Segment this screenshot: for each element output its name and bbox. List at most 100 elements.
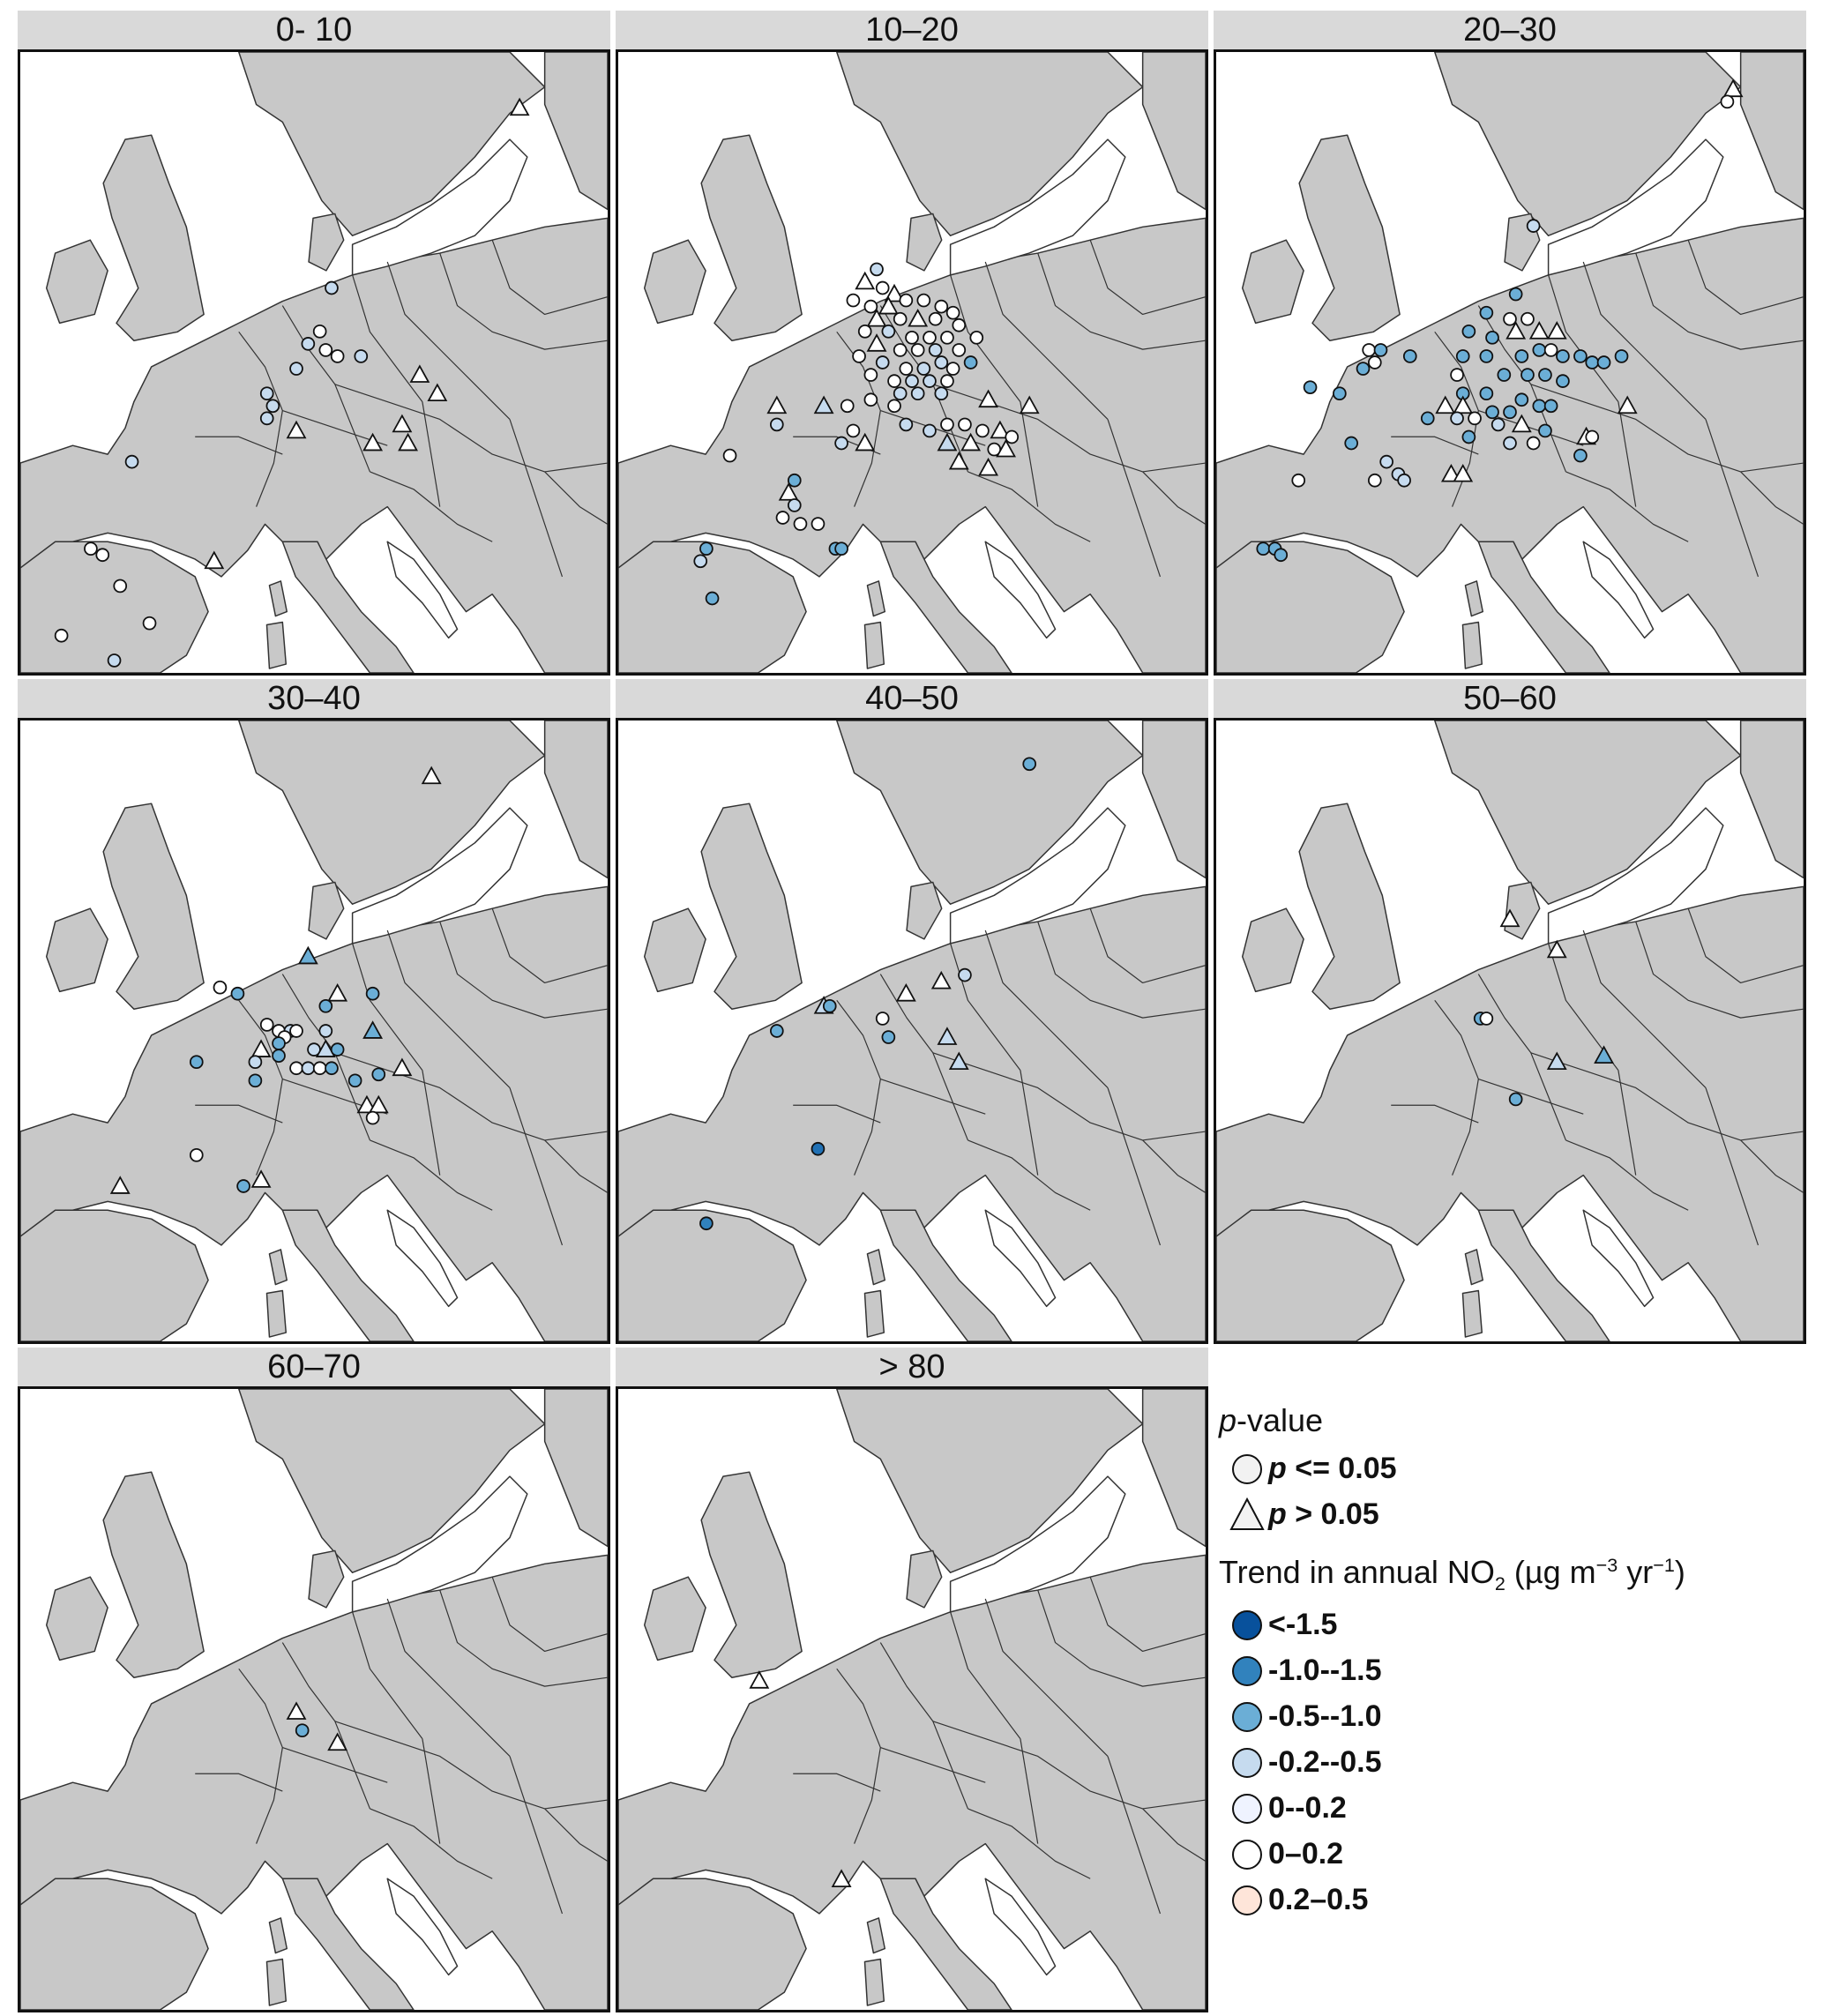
land-area: [1241, 239, 1304, 325]
station-marker-circle: [318, 1024, 333, 1038]
map-panel-6: 60–70: [18, 1348, 610, 2012]
legend-class-label: 0–0.2: [1268, 1837, 1344, 1871]
legend-row-class: 0--0.2: [1219, 1786, 1783, 1832]
country-border: [880, 1746, 986, 1783]
country-border: [491, 1576, 608, 1653]
land-area: [906, 881, 943, 940]
station-marker-triangle: [884, 283, 905, 302]
country-border: [195, 1773, 283, 1792]
station-marker-circle: [699, 1216, 714, 1231]
station-marker-circle: [1379, 454, 1393, 469]
land-area: [879, 1209, 1012, 1341]
country-border: [439, 921, 608, 1019]
country-border: [509, 1087, 564, 1246]
land-area: [618, 1209, 807, 1341]
station-marker-circle: [1720, 94, 1735, 109]
country-border: [195, 1104, 283, 1124]
map-panel-4: 40–50: [616, 679, 1208, 1344]
station-marker-triangle: [855, 271, 876, 290]
station-marker-circle: [952, 317, 967, 332]
country-border: [439, 1589, 608, 1687]
country-border: [238, 999, 283, 1176]
station-marker-triangle: [204, 550, 225, 570]
station-marker-circle: [236, 1179, 250, 1193]
station-marker-circle: [928, 311, 943, 326]
country-border: [1687, 239, 1804, 316]
country-border: [386, 261, 511, 420]
station-marker-circle: [963, 355, 978, 370]
country-border: [984, 930, 1109, 1088]
land-area: [268, 1917, 288, 1954]
station-marker-circle: [1362, 343, 1376, 357]
station-marker-circle: [1485, 405, 1499, 420]
station-marker-circle: [289, 1024, 303, 1038]
station-marker-circle: [923, 331, 937, 345]
station-marker-circle: [1508, 1092, 1523, 1107]
station-marker-circle: [1538, 368, 1552, 382]
station-marker-circle: [769, 417, 784, 432]
land-area: [1298, 134, 1401, 341]
station-marker-circle: [1532, 399, 1547, 414]
station-marker-circle: [1526, 219, 1541, 233]
station-marker-triangle: [286, 1701, 307, 1720]
station-marker-circle: [693, 554, 708, 569]
sea-area: [984, 541, 1057, 639]
station-marker-circle: [1022, 757, 1037, 772]
country-border: [793, 1773, 881, 1792]
country-border: [1705, 419, 1759, 578]
land-area: [863, 621, 885, 669]
country-border: [544, 471, 608, 525]
station-marker-circle: [923, 374, 937, 388]
country-border: [1142, 471, 1206, 525]
country-border: [334, 1052, 608, 1141]
station-marker-triangle: [778, 482, 799, 501]
country-border: [1037, 921, 1206, 1019]
country-border: [370, 471, 493, 542]
station-marker-circle: [1503, 436, 1517, 451]
station-marker-circle: [952, 343, 967, 357]
country-border: [950, 274, 1021, 402]
europe-map: [18, 1386, 610, 2012]
country-border: [1020, 1738, 1039, 1844]
country-border: [491, 239, 608, 316]
land-area: [1141, 52, 1206, 211]
station-marker-circle: [1455, 349, 1470, 363]
station-marker-circle: [312, 1061, 327, 1076]
country-border: [1618, 1070, 1637, 1176]
country-border: [1434, 999, 1479, 1176]
station-marker-triangle: [286, 420, 307, 439]
station-marker-circle: [301, 1061, 316, 1076]
map-panel-5: 50–60: [1214, 679, 1806, 1344]
country-border: [352, 943, 423, 1071]
station-marker-circle: [787, 498, 802, 512]
station-marker-circle: [1573, 448, 1588, 463]
station-marker-triangle: [1546, 939, 1567, 959]
legend-class-label: <-1.5: [1268, 1608, 1338, 1642]
land-area: [866, 1917, 886, 1954]
land-area: [906, 1549, 943, 1609]
country-border: [1478, 1078, 1584, 1115]
color-swatch-icon: [1232, 1794, 1262, 1825]
station-marker-circle: [1508, 287, 1523, 302]
station-marker-circle: [318, 343, 333, 357]
station-marker-circle: [905, 331, 919, 345]
land-area: [281, 541, 415, 673]
country-border: [1618, 401, 1637, 507]
land-area: [700, 1471, 803, 1678]
country-border: [984, 261, 1109, 420]
triangle-shape-icon: [1229, 1497, 1265, 1530]
station-marker-circle: [887, 374, 901, 388]
station-marker-circle: [958, 417, 972, 432]
country-border: [1089, 907, 1206, 984]
station-marker-circle: [893, 311, 908, 326]
circle-shape-icon: [1232, 1454, 1262, 1484]
country-border: [1020, 401, 1039, 507]
station-marker-circle: [1005, 429, 1020, 444]
station-marker-circle: [1497, 368, 1512, 382]
legend-row-class: -1.0--1.5: [1219, 1648, 1783, 1694]
country-border: [1107, 1087, 1162, 1246]
station-marker-triangle: [109, 1176, 131, 1194]
land-area: [1241, 907, 1304, 993]
land-area: [308, 881, 345, 940]
station-marker-circle: [910, 386, 925, 401]
